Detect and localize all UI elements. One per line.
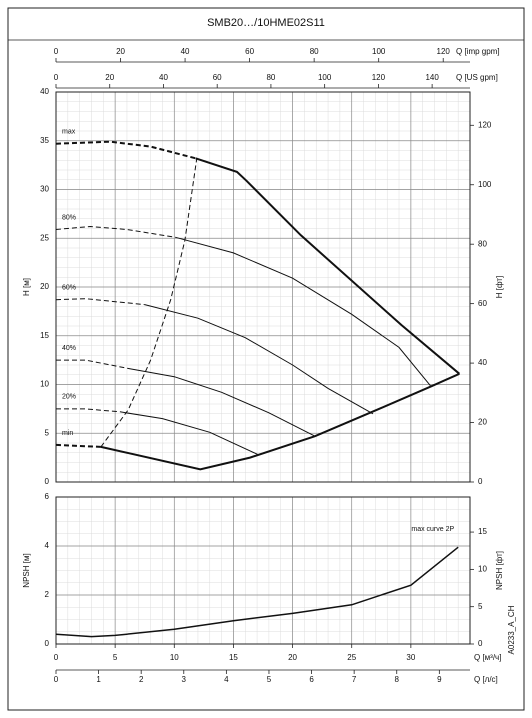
plot-frame [55,496,471,645]
y-tick-label: 35 [40,136,49,145]
x-tick-label: 30 [406,653,415,662]
x-tick-label: 10 [170,653,179,662]
title: SMB20…/10HME02S11 [207,17,325,29]
top-axis-label: Q [US gpm] [456,73,498,82]
pump-curve [56,408,120,413]
y-tick-label: 6 [45,492,50,501]
y2-axis-label: H [фт] [495,276,504,299]
x-tick-label: 20 [288,653,297,662]
y-tick-label: 4 [45,541,50,550]
y2-tick-label: 40 [478,358,487,367]
y-tick-label: 20 [40,282,49,291]
top-tick-label: 100 [318,73,332,82]
y2-tick-label: 0 [478,639,483,648]
top-tick-label: 40 [159,73,168,82]
sheet-border [7,7,525,711]
pump-curve [100,372,460,471]
top-tick-label: 100 [372,47,386,56]
curve-label: 20% [62,394,76,401]
pump-curve [56,359,131,370]
y2-axis-label: NPSH [фт] [495,551,504,590]
pump-curve [55,225,176,238]
pump-curve [100,158,198,448]
bottom-tick-label: 4 [224,675,229,684]
bottom-tick-label: 9 [437,675,442,684]
bottom-tick-label: 3 [182,675,187,684]
top-tick-label: 20 [116,47,125,56]
y-tick-label: 30 [40,185,49,194]
top-tick-label: 140 [425,73,439,82]
top-tick-label: 20 [105,73,114,82]
bottom-axis-label: Q [л/с] [474,675,498,684]
x-tick-label: 0 [54,653,59,662]
y2-tick-label: 100 [478,180,492,189]
pump-curve [55,298,145,306]
y-tick-label: 10 [40,380,49,389]
y-tick-label: 2 [45,590,50,599]
bottom-tick-label: 6 [309,675,314,684]
plot-frame [55,91,471,483]
curve-label: 60% [62,285,76,292]
pump-curve [130,368,316,437]
pump-curve [195,157,461,375]
y-tick-label: 25 [40,233,49,242]
curve-label: max [62,129,76,136]
bottom-tick-label: 0 [54,675,59,684]
top-tick-label: 0 [54,47,59,56]
bottom-tick-label: 2 [139,675,144,684]
y2-tick-label: 60 [478,299,487,308]
pump-curve [175,236,432,387]
x-tick-label: 5 [113,653,118,662]
pump-curve [55,546,459,638]
x-tick-label: 15 [229,653,238,662]
curve-label: 40% [62,345,76,352]
bottom-tick-label: 5 [267,675,272,684]
x-axis-label: Q [м³/ч] [474,653,501,662]
top-tick-label: 60 [213,73,222,82]
curve-label: min [62,430,73,437]
x-tick-label: 25 [347,653,356,662]
bottom-tick-label: 8 [395,675,400,684]
y-tick-label: 0 [45,639,50,648]
top-tick-label: 0 [54,73,59,82]
bottom-tick-label: 1 [96,675,101,684]
y2-tick-label: 15 [478,527,487,536]
pump-curve [144,304,374,415]
y-axis-label: H [м] [22,278,31,296]
top-tick-label: 80 [266,73,275,82]
curve-label: 80% [62,214,76,221]
drawing-code: A0233_A_CH [507,605,516,654]
curve-label: max curve 2P [411,526,454,533]
y2-tick-label: 5 [478,602,483,611]
y2-tick-label: 120 [478,120,492,129]
y-tick-label: 5 [45,428,50,437]
y-tick-label: 15 [40,331,49,340]
y2-tick-label: 80 [478,239,487,248]
pump-curve [55,140,196,160]
top-tick-label: 80 [310,47,319,56]
top-tick-label: 120 [437,47,451,56]
pump-curve [55,443,101,448]
top-tick-label: 40 [181,47,190,56]
y-tick-label: 40 [40,87,49,96]
y-tick-label: 0 [45,477,50,486]
pump-curve [119,411,259,456]
bottom-tick-label: 7 [352,675,357,684]
y2-tick-label: 20 [478,418,487,427]
y2-tick-label: 10 [478,564,487,573]
top-axis-label: Q [imp gpm] [456,47,500,56]
y2-tick-label: 0 [478,477,483,486]
y-axis-label: NPSH [м] [22,553,31,587]
top-tick-label: 120 [372,73,386,82]
top-tick-label: 60 [245,47,254,56]
